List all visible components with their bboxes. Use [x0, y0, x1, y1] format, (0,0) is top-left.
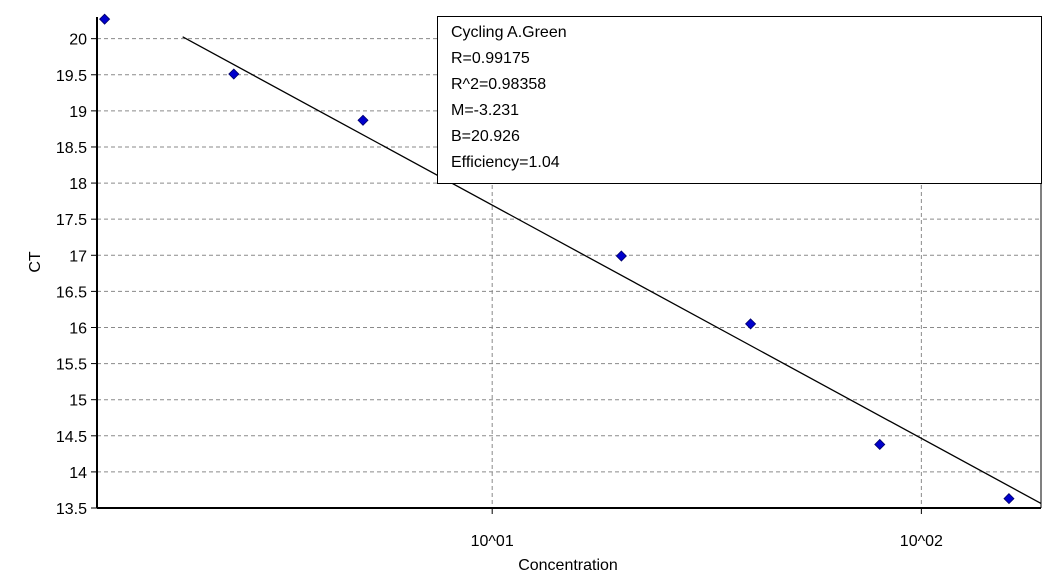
stats-title: Cycling A.Green — [451, 24, 567, 41]
regression-line — [182, 36, 1042, 504]
data-point-1 — [228, 68, 240, 80]
y-tick-label-13: 20 — [69, 32, 87, 49]
stats-efficiency: Efficiency=1.04 — [451, 154, 560, 171]
y-tick-label-10: 18.5 — [56, 140, 87, 157]
y-tick-label-11: 19 — [69, 104, 87, 121]
y-tick-label-3: 15 — [69, 393, 87, 410]
y-tick-labels: 13.5 14 14.5 15 15.5 16 16.5 17 17.5 18 18.5 19 19.5… — [56, 32, 97, 518]
y-tick-label-8: 17.5 — [56, 212, 87, 229]
data-point-2 — [357, 114, 369, 126]
data-point-4 — [745, 318, 757, 330]
y-tick-label-2: 14.5 — [56, 429, 87, 446]
y-tick-label-12: 19.5 — [56, 68, 87, 85]
y-tick-label-6: 16.5 — [56, 284, 87, 301]
regression-stats-box: Cycling A.Green R=0.99175 R^2=0.98358 M=… — [437, 16, 1042, 184]
y-axis-title: CT — [27, 251, 44, 273]
y-tick-label-7: 17 — [69, 248, 87, 265]
data-points — [99, 13, 1015, 505]
y-tick-label-5: 16 — [69, 320, 87, 337]
stats-slope: M=-3.231 — [451, 102, 520, 119]
data-point-6 — [1003, 493, 1015, 505]
x-axis-title: Concentration — [518, 557, 618, 574]
x-tick-label-1: 10^02 — [900, 533, 943, 550]
data-point-3 — [615, 250, 627, 262]
x-tick-labels: 10^01 10^02 — [471, 508, 943, 550]
y-tick-label-1: 14 — [69, 465, 87, 482]
y-tick-label-4: 15.5 — [56, 357, 87, 374]
data-point-0 — [99, 13, 111, 25]
stats-r: R=0.99175 — [451, 50, 530, 67]
data-point-5 — [874, 438, 886, 451]
y-tick-label-0: 13.5 — [56, 501, 87, 518]
stats-intercept: B=20.926 — [451, 128, 520, 145]
y-tick-label-9: 18 — [69, 176, 87, 193]
regression-line-group — [182, 36, 1042, 504]
x-tick-label-0: 10^01 — [471, 533, 514, 550]
stats-r-squared: R^2=0.98358 — [451, 76, 547, 93]
